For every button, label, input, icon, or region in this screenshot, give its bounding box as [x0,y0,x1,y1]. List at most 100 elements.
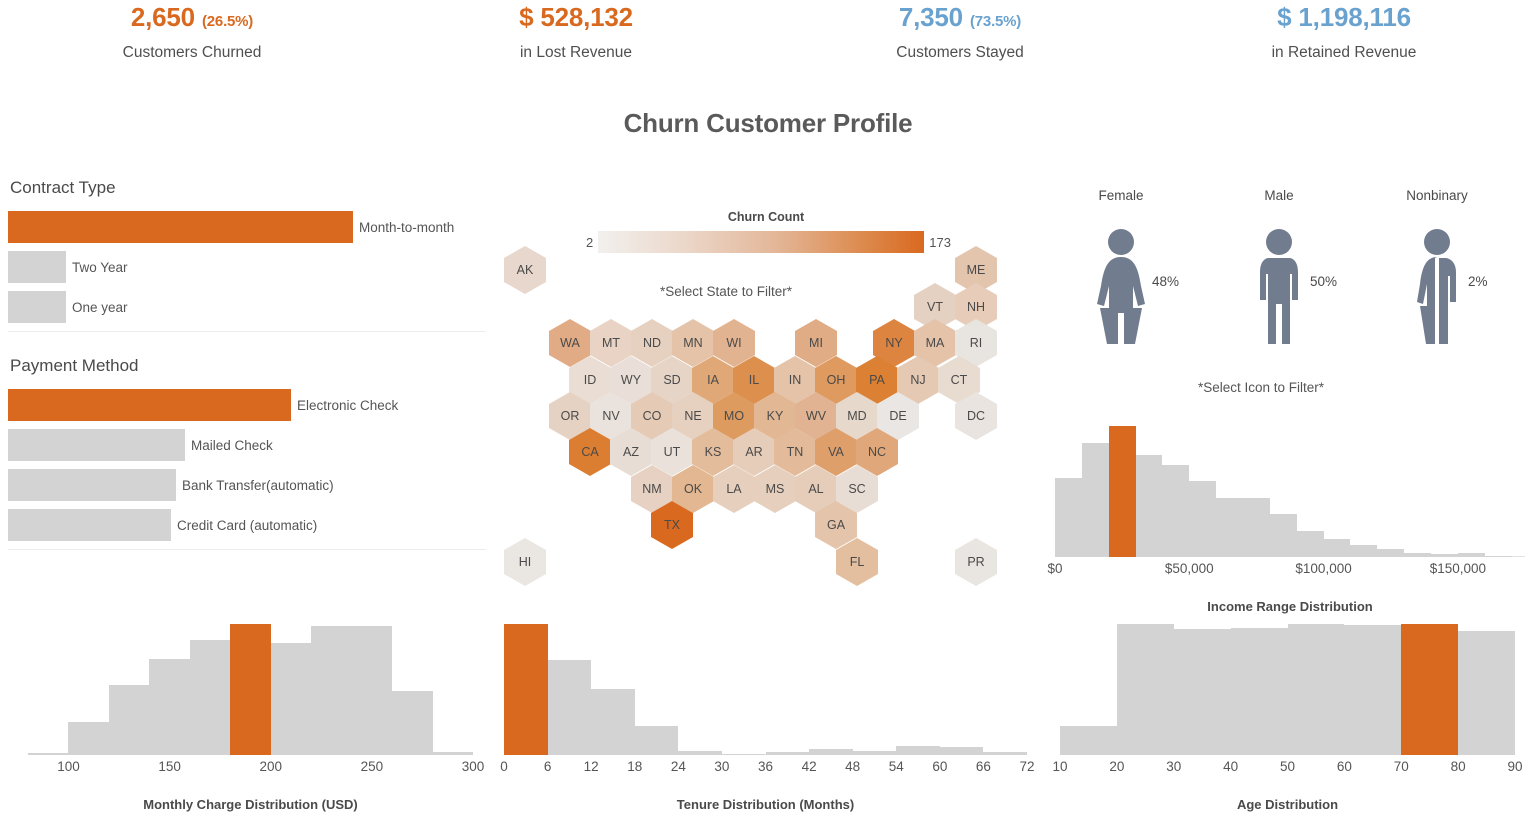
monthly-charge-bar[interactable] [392,690,433,755]
monthly-charge-bar[interactable] [149,659,190,755]
female-figure-icon[interactable] [1092,228,1150,346]
income-range-bar[interactable] [1484,555,1512,557]
contract-type-row[interactable]: Two Year [8,251,486,283]
gender-figure[interactable] [1362,217,1512,357]
income-range-bar[interactable] [1216,498,1243,557]
gender-column-female[interactable]: Female 48% [1046,188,1196,357]
nonbinary-figure-icon[interactable] [1408,228,1466,346]
income-range-bar[interactable] [1404,553,1431,557]
hex-state-la[interactable]: LA [713,465,755,513]
hex-state-ga[interactable]: GA [815,501,857,549]
monthly-charge-histogram[interactable]: 100 150 200 250 300 Monthly Charge Distribut… [28,620,484,812]
income-range-bar[interactable] [1377,549,1405,557]
hex-state-tn[interactable]: TN [774,428,816,476]
hex-state-mn[interactable]: MN [672,319,714,367]
income-range-bar[interactable] [1243,498,1270,557]
hex-state-dc[interactable]: DC [955,392,997,440]
monthly-charge-bar[interactable] [432,751,473,755]
tenure-bar[interactable] [504,624,548,755]
gender-column-nonbinary[interactable]: Nonbinary 2% [1362,188,1512,357]
monthly-charge-bar[interactable] [270,642,312,755]
age-bar[interactable] [1401,624,1459,755]
tenure-bar[interactable] [591,689,635,755]
age-bar[interactable] [1458,630,1515,755]
monthly-charge-bar[interactable] [230,624,271,755]
hex-state-ny[interactable]: NY [873,319,915,367]
hex-state-va[interactable]: VA [815,428,857,476]
payment-method-bar[interactable] [8,429,185,461]
tenure-bar[interactable] [983,752,1027,755]
contract-type-bar[interactable] [8,251,66,283]
gender-figure[interactable] [1204,217,1354,357]
hex-state-nc[interactable]: NC [856,428,898,476]
income-range-bar[interactable] [1189,481,1217,557]
hex-state-mt[interactable]: MT [590,319,632,367]
age-bar[interactable] [1230,627,1288,755]
payment-method-bar[interactable] [8,509,171,541]
hex-state-ks[interactable]: KS [692,428,734,476]
payment-method-row[interactable]: Electronic Check [8,389,486,421]
contract-type-row[interactable]: One year [8,291,486,323]
income-range-bar[interactable] [1296,530,1324,557]
contract-type-row[interactable]: Month-to-month [8,211,486,243]
monthly-charge-bar[interactable] [351,626,393,755]
age-bar[interactable] [1173,629,1231,755]
hex-state-ar[interactable]: AR [733,428,775,476]
payment-method-bar[interactable] [8,389,291,421]
male-figure-icon[interactable] [1250,228,1308,346]
state-hex-map[interactable]: Churn Count 2 173 *Select State to Filte… [496,200,1036,590]
income-range-bar[interactable] [1081,443,1109,557]
monthly-charge-bar[interactable] [189,640,231,755]
income-range-bar[interactable] [1323,538,1351,557]
payment-method-row[interactable]: Mailed Check [8,429,486,461]
payment-method-bar[interactable] [8,469,176,501]
monthly-charge-bar[interactable] [311,626,352,755]
age-bar[interactable] [1344,625,1402,755]
hex-state-wi[interactable]: WI [713,319,755,367]
hex-state-fl[interactable]: FL [836,538,878,586]
hex-state-ct[interactable]: CT [938,356,980,404]
monthly-charge-bar[interactable] [108,684,150,755]
hex-state-az[interactable]: AZ [610,428,652,476]
payment-method-row[interactable]: Bank Transfer(automatic) [8,469,486,501]
income-range-bar[interactable] [1457,553,1485,557]
age-histogram[interactable]: 10 20 30 40 50 60 70 80 90 Age Distribution [1052,620,1523,812]
hex-state-ca[interactable]: CA [569,428,611,476]
contract-type-bar[interactable] [8,291,66,323]
age-bar[interactable] [1116,624,1174,755]
payment-method-row[interactable]: Credit Card (automatic) [8,509,486,541]
income-range-bar[interactable] [1269,513,1297,557]
tenure-bar[interactable] [678,751,722,755]
tenure-bar[interactable] [547,659,592,755]
hex-state-ms[interactable]: MS [754,465,796,513]
tenure-bar[interactable] [765,752,810,755]
income-range-bar[interactable] [1162,465,1190,557]
hex-state-ak[interactable]: AK [504,246,546,294]
tenure-histogram[interactable]: 0 6 12 18 24 30 36 42 48 54 60 66 72 Tenure Distribu… [500,620,1035,812]
income-range-bar[interactable] [1135,454,1163,557]
income-range-histogram[interactable]: $0 $50,000 $100,000 $150,000 Income Range D… [1047,422,1525,614]
income-range-bar[interactable] [1055,478,1082,557]
income-range-bar[interactable] [1350,545,1378,557]
income-range-bar[interactable] [1108,426,1136,557]
hex-state-ut[interactable]: UT [651,428,693,476]
hex-state-hi[interactable]: HI [504,538,546,586]
monthly-charge-bar[interactable] [68,722,109,755]
hex-state-mi[interactable]: MI [795,319,837,367]
tenure-bar[interactable] [809,749,853,755]
gender-figure[interactable] [1046,217,1196,357]
tenure-bar[interactable] [852,751,897,755]
hex-state-pr[interactable]: PR [955,538,997,586]
tenure-bar[interactable] [634,725,679,755]
income-range-bar[interactable] [1431,554,1458,557]
hex-state-wa[interactable]: WA [549,319,591,367]
monthly-charge-bar[interactable] [28,752,69,755]
gender-column-male[interactable]: Male 50% [1204,188,1354,357]
tenure-bar[interactable] [896,746,940,755]
tenure-bar[interactable] [721,754,766,755]
contract-type-bar[interactable] [8,211,353,243]
hex-state-tx[interactable]: TX [651,501,693,549]
hex-state-nd[interactable]: ND [631,319,673,367]
age-bar[interactable] [1287,624,1345,755]
age-bar[interactable] [1060,726,1117,755]
